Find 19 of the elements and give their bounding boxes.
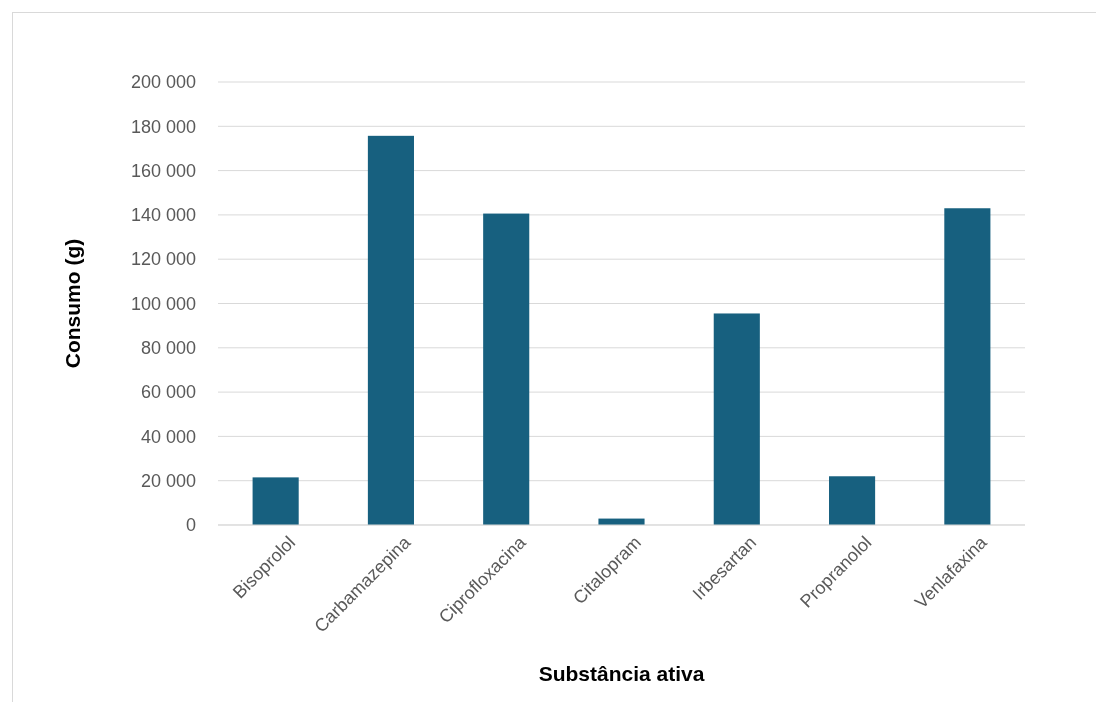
y-tick-label: 40 000 xyxy=(140,426,196,447)
bar xyxy=(829,476,876,525)
bar xyxy=(252,477,299,525)
y-axis-title: Consumo (g) xyxy=(61,238,84,369)
y-tick-label: 140 000 xyxy=(130,205,196,226)
bar xyxy=(713,313,760,525)
y-tick-label: 100 000 xyxy=(130,293,196,314)
y-tick-label: 20 000 xyxy=(140,470,196,491)
bar xyxy=(483,213,530,525)
bar xyxy=(367,135,414,525)
y-tick-label: 120 000 xyxy=(130,249,196,270)
y-tick-label: 160 000 xyxy=(130,160,196,181)
bar xyxy=(944,208,991,525)
y-tick-label: 180 000 xyxy=(130,116,196,137)
y-tick-label: 200 000 xyxy=(130,72,196,93)
y-tick-label: 80 000 xyxy=(140,338,196,359)
y-tick-label: 0 xyxy=(185,515,196,536)
x-axis-title: Substância ativa xyxy=(538,662,705,685)
y-tick-label: 60 000 xyxy=(140,382,196,403)
